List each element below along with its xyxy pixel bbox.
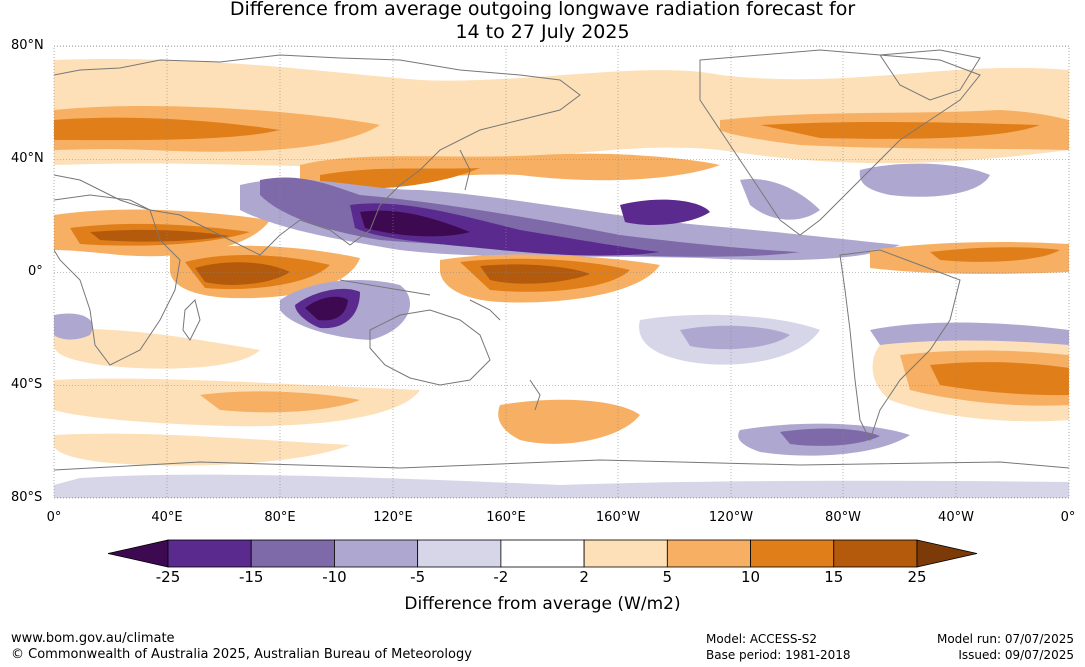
legend-tick-label: -25 [155,568,181,586]
legend-swatch [666,539,751,568]
footer-model: Model: ACCESS-S2 [706,632,818,646]
lon-label-40e: 40°E [151,510,183,525]
lon-label-80e: 80°E [264,510,296,525]
footer-url: www.bom.gov.au/climate [11,631,175,646]
coastlines [54,49,1069,471]
legend-swatch [417,539,502,568]
graticule [54,46,1069,498]
map-title-line-2: 14 to 27 July 2025 [455,21,630,43]
lon-label-0-east: 0° [1060,510,1076,525]
lat-label-80n: 80°N [11,38,44,53]
legend-tick-label: -15 [238,568,264,586]
legend-tick-label: 25 [907,568,927,586]
lon-label-160w: 160°W [595,510,641,525]
lat-label-0: 0° [28,264,43,279]
legend-label: Difference from average (W/m2) [404,594,681,614]
lon-label-160e: 160°E [486,510,526,525]
lon-label-80w: 80°W [825,510,861,525]
legend-swatch [500,539,585,568]
legend-tick-label: 5 [662,568,673,586]
legend-tick-label: 15 [824,568,844,586]
legend-extend-low [107,539,169,568]
lon-label-120e: 120°E [373,510,413,525]
legend-swatch [167,539,252,568]
legend-tick-label: 10 [741,568,761,586]
lat-label-80s: 80°S [11,490,43,505]
legend-extend-high [916,539,978,568]
legend-swatch [334,539,419,568]
legend-swatch [750,539,835,568]
legend-colorbar [107,539,978,568]
lon-label-40w: 40°W [938,510,974,525]
legend-tick-label: -2 [493,568,509,586]
footer-copyright: © Commonwealth of Australia 2025, Austra… [11,647,472,662]
lat-label-40n: 40°N [11,151,44,166]
anomaly-fields [54,59,1069,498]
lat-label-40s: 40°S [11,377,43,392]
footer-issued: Issued: 09/07/2025 [958,648,1074,662]
legend-swatch [833,539,918,568]
lon-label-0-west: 0° [46,510,62,525]
footer-base-period: Base period: 1981-2018 [706,648,851,662]
legend-swatch [583,539,668,568]
lon-label-120w: 120°W [708,510,754,525]
legend-tick-label: -10 [322,568,347,586]
map-title-line-1: Difference from average outgoing longwav… [229,0,856,20]
legend-tick-label: -5 [410,568,426,586]
footer-model-run: Model run: 07/07/2025 [936,632,1074,646]
legend-tick-label: 2 [579,568,589,586]
legend-swatch [250,539,335,568]
